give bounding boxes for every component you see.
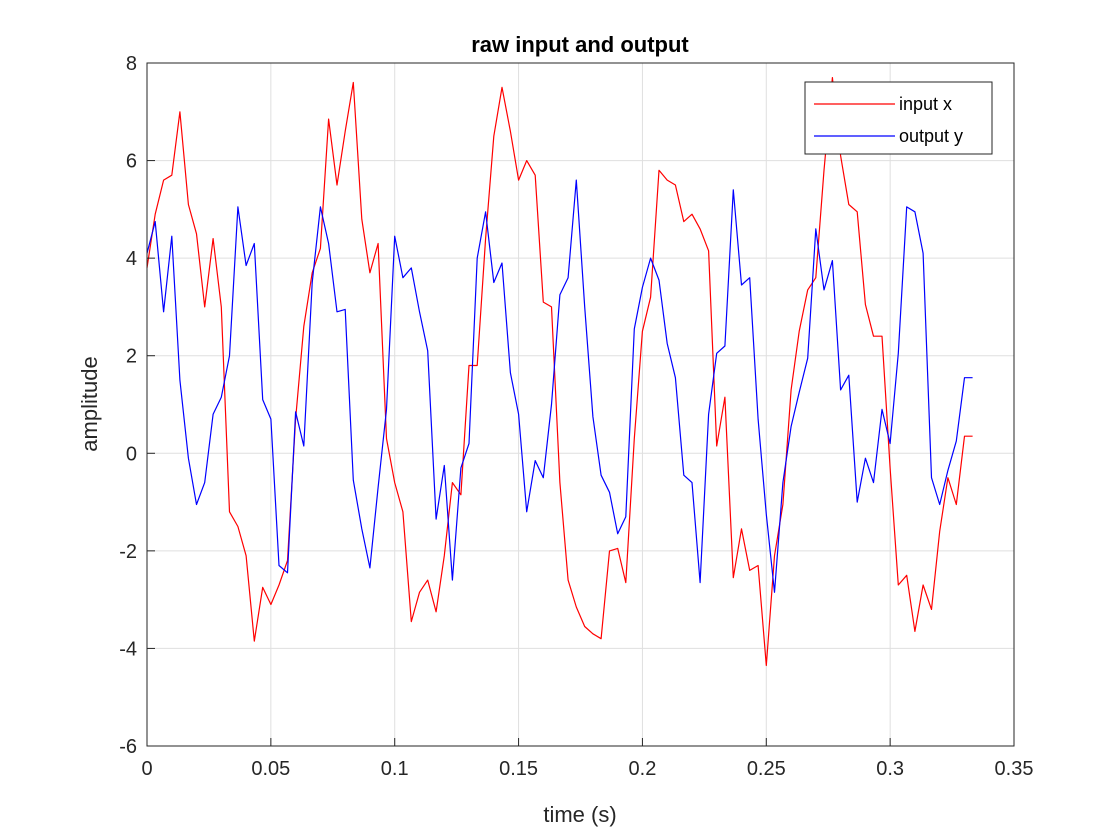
chart-title: raw input and output [471,32,689,57]
x-tick-label: 0.1 [381,758,409,780]
y-tick-label: -4 [119,638,137,660]
ticks: 0 0.05 0.1 0.15 0.2 0.25 0.3 0.35 -6 -4 -2 0 2 4 6 8 [119,53,1033,780]
y-tick-label: 4 [126,248,137,270]
legend-label-output-y: output y [899,126,963,146]
x-axis-label: time (s) [543,802,616,827]
legend-label-input-x: input x [899,94,952,114]
x-tick-label: 0.3 [876,758,904,780]
y-tick-label: -2 [119,541,137,563]
legend-box [804,81,993,155]
legend: input x output y [804,81,993,155]
axes-box [146,62,1015,747]
x-tick-label: 0.15 [499,758,538,780]
series-line-output-y [146,179,973,593]
y-tick-label: 0 [126,443,137,465]
y-axis-label: amplitude [77,356,102,451]
x-tick-label: 0.25 [747,758,786,780]
x-tick-label: 0.05 [251,758,290,780]
x-tick-label: 0.35 [995,758,1034,780]
x-tick-label: 0 [141,758,152,780]
plot-area [147,63,1014,746]
x-tick-label: 0.2 [629,758,657,780]
y-tick-label: -6 [119,736,137,758]
y-tick-label: 8 [126,53,137,75]
y-tick-label: 2 [126,346,137,368]
y-tick-label: 6 [126,151,137,173]
